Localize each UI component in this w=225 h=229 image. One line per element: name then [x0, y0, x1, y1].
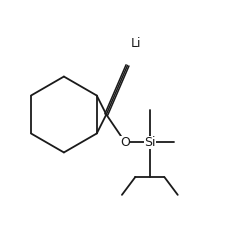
Text: O: O [120, 136, 130, 149]
Text: Li: Li [130, 37, 141, 49]
Text: Si: Si [144, 136, 155, 149]
